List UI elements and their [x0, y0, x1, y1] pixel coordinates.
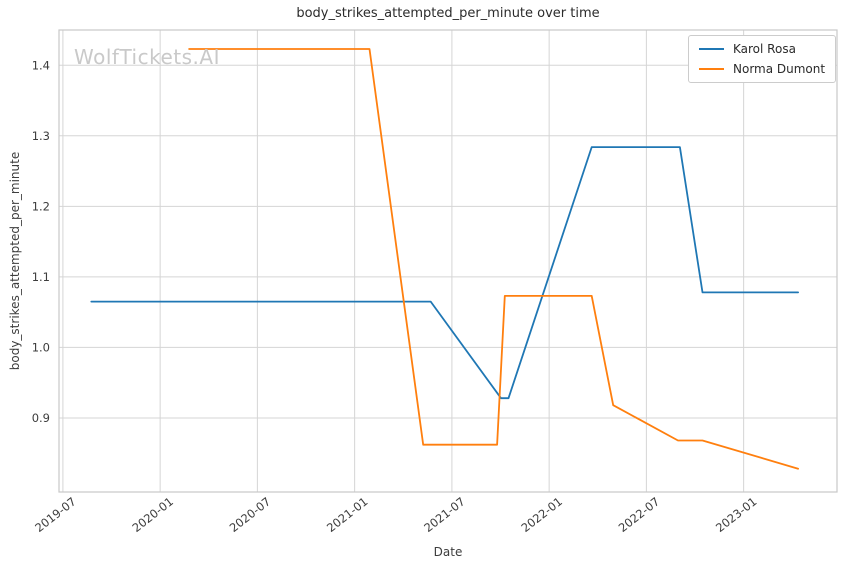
x-tick-label: 2023-01: [713, 494, 759, 535]
chart-title: body_strikes_attempted_per_minute over t…: [296, 6, 600, 21]
legend-line-icon: [699, 47, 724, 51]
series-line-norma-dumont: [188, 48, 799, 470]
x-axis-label: Date: [433, 545, 463, 559]
legend: Karol Rosa Norma Dumont: [688, 35, 837, 83]
y-tick-label: 1.1: [32, 270, 50, 284]
y-tick-label: 0.9: [32, 411, 50, 425]
y-tick-label: 1.2: [32, 199, 50, 213]
legend-label: Norma Dumont: [733, 62, 826, 76]
axes-spines: [58, 29, 838, 493]
legend-label: Karol Rosa: [733, 42, 796, 56]
x-tick-label: 2021-07: [421, 494, 467, 535]
y-axis-label-wrap: body_strikes_attempted_per_minute: [2, 30, 28, 492]
x-tick-label: 2020-07: [227, 494, 273, 535]
x-tick-label: 2022-07: [616, 494, 662, 535]
y-tick-label: 1.3: [32, 129, 50, 143]
watermark: WolfTickets.AI: [74, 45, 220, 69]
x-tick-label: 2021-01: [324, 494, 370, 535]
series-line-karol-rosa: [90, 146, 799, 400]
x-tick-label: 2019-07: [32, 494, 78, 535]
legend-item-norma-dumont: Norma Dumont: [699, 62, 825, 76]
y-axis-label: body_strikes_attempted_per_minute: [8, 151, 23, 371]
legend-line-icon: [699, 67, 724, 71]
y-tick-label: 1.4: [32, 58, 50, 72]
legend-item-karol-rosa: Karol Rosa: [699, 42, 825, 56]
x-tick-label: 2020-01: [129, 494, 175, 535]
y-tick-label: 1.0: [32, 340, 50, 354]
x-tick-label: 2022-01: [518, 494, 564, 535]
